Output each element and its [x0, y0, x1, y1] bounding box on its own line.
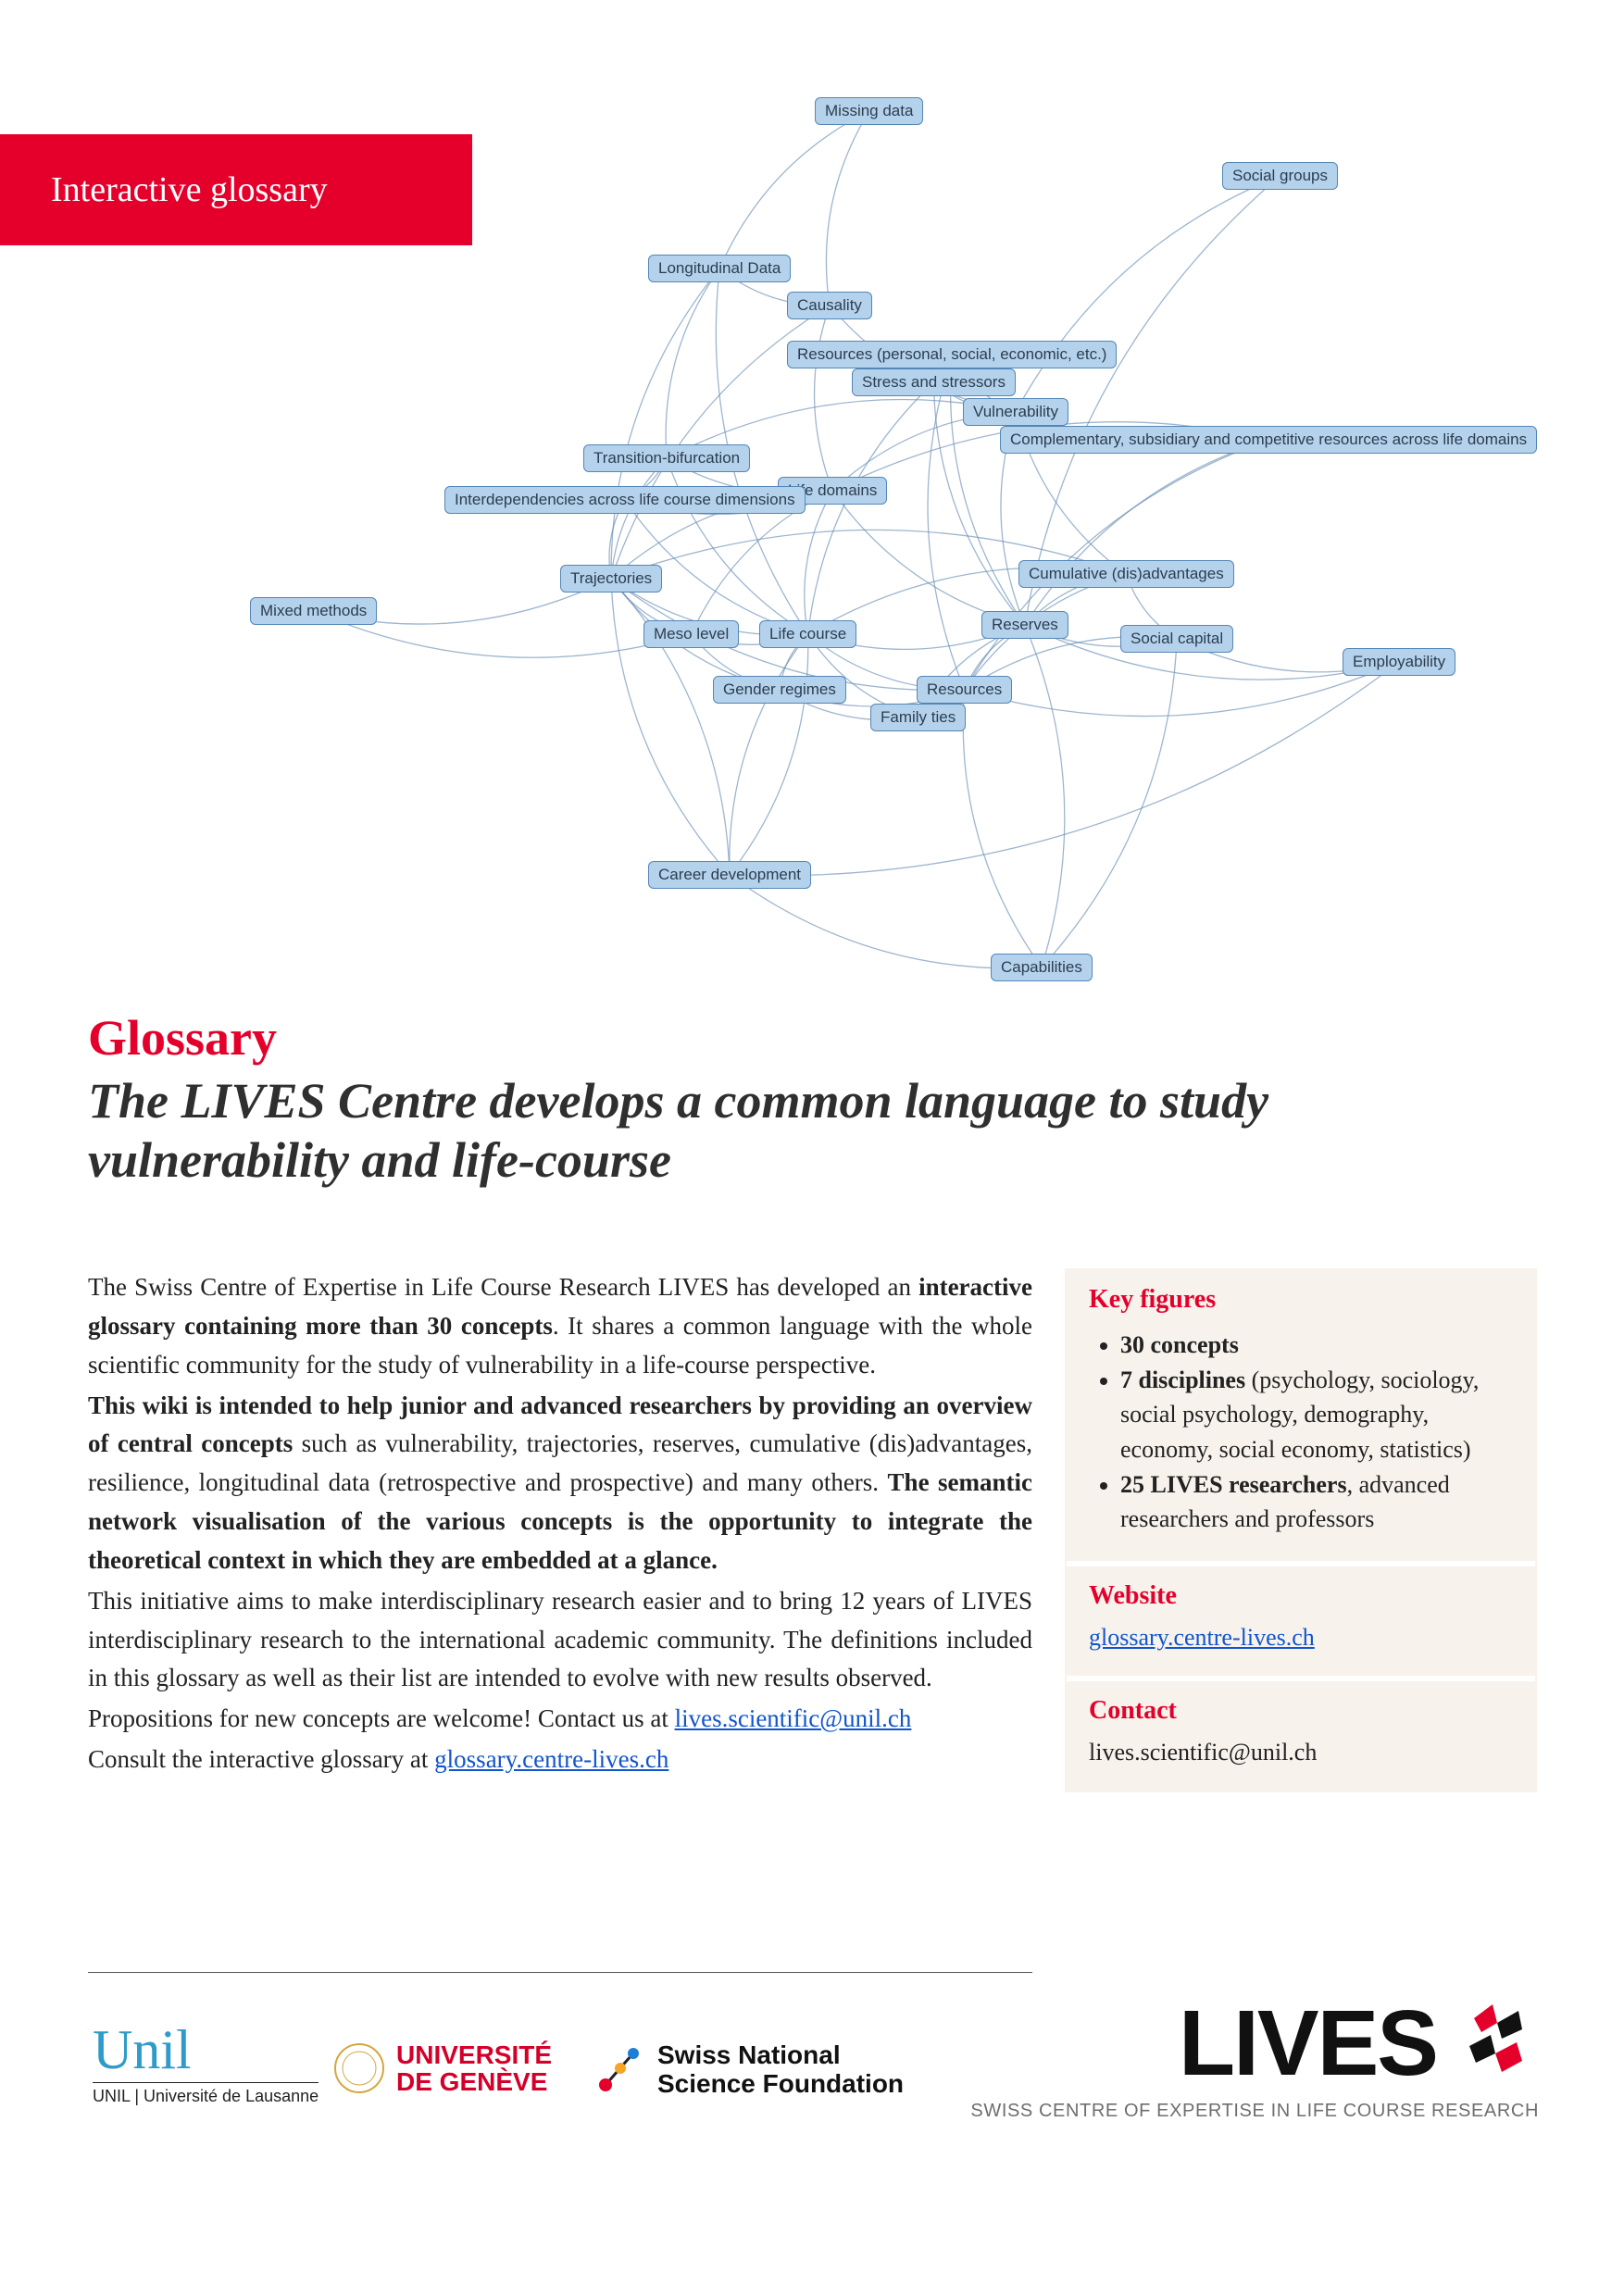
body-text: The Swiss Centre of Expertise in Life Co…: [88, 1268, 1032, 1781]
network-node: Life course: [759, 620, 856, 648]
paragraph-2: This wiki is intended to help junior and…: [88, 1387, 1032, 1580]
unil-script: Unil: [93, 2018, 319, 2082]
network-node: Capabilities: [991, 954, 1093, 981]
lives-subtitle: SWISS CENTRE OF EXPERTISE IN LIFE COURSE…: [970, 2101, 1539, 2122]
network-node: Transition-bifurcation: [583, 444, 750, 472]
list-item: 30 concepts: [1120, 1328, 1513, 1363]
network-node: Longitudinal Data: [648, 255, 791, 282]
footer-divider: [88, 1972, 1032, 1973]
lives-mark-icon: [1446, 2000, 1539, 2088]
key-figures-list: 30 concepts 7 disciplines (psychology, s…: [1089, 1328, 1513, 1537]
unige-logo: UNIVERSITÉ DE GENÈVE: [333, 2041, 552, 2096]
network-node: Reserves: [981, 611, 1068, 639]
network-node: Stress and stressors: [852, 368, 1016, 396]
network-node: Interdependencies across life course dim…: [444, 486, 806, 514]
network-node: Employability: [1343, 648, 1455, 676]
website-title: Website: [1089, 1581, 1513, 1611]
snsf-icon: [593, 2044, 644, 2096]
paragraph-3: This initiative aims to make interdiscip…: [88, 1582, 1032, 1699]
unil-logo: Unil UNIL | Université de Lausanne: [93, 2018, 319, 2106]
semantic-network-diagram: Missing data Social groups Longitudinal Da…: [241, 93, 1555, 981]
key-figures-block: Key figures 30 concepts 7 disciplines (p…: [1067, 1270, 1535, 1555]
network-node: Social capital: [1120, 625, 1233, 653]
network-node: Complementary, subsidiary and competitiv…: [1000, 426, 1537, 454]
network-node: Social groups: [1222, 162, 1338, 190]
key-figures-title: Key figures: [1089, 1285, 1513, 1315]
network-node: Resources (personal, social, economic, e…: [787, 341, 1117, 368]
sidebar: Key figures 30 concepts 7 disciplines (p…: [1065, 1268, 1537, 1792]
network-node: Trajectories: [560, 565, 662, 593]
website-block: Website glossary.centre-lives.ch: [1067, 1566, 1535, 1670]
lives-wordmark: LIVES: [1179, 1990, 1437, 2097]
glossary-link[interactable]: glossary.centre-lives.ch: [434, 1745, 668, 1773]
list-item: 25 LIVES researchers, advanced researche…: [1120, 1467, 1513, 1537]
website-link[interactable]: glossary.centre-lives.ch: [1089, 1624, 1315, 1651]
contact-block: Contact lives.scientific@unil.ch: [1067, 1681, 1535, 1785]
paragraph-5: Consult the interactive glossary at glos…: [88, 1741, 1032, 1779]
network-node: Gender regimes: [713, 676, 846, 704]
heading-title: Glossary: [88, 1009, 1532, 1067]
list-item: 7 disciplines (psychology, sociology, so…: [1120, 1363, 1513, 1467]
network-edges: [241, 93, 1555, 981]
paragraph-4: Propositions for new concepts are welcom…: [88, 1700, 1032, 1739]
network-node: Mixed methods: [250, 597, 377, 625]
network-node: Meso level: [643, 620, 739, 648]
snsf-logo: Swiss National Science Foundation: [593, 2041, 904, 2099]
network-node: Vulnerability: [963, 398, 1068, 426]
contact-email-link[interactable]: lives.scientific@unil.ch: [675, 1704, 912, 1732]
network-node: Cumulative (dis)advantages: [1018, 560, 1234, 588]
contact-title: Contact: [1089, 1696, 1513, 1726]
network-node: Missing data: [815, 97, 923, 125]
network-node: Career development: [648, 861, 811, 889]
unige-seal-icon: [333, 2042, 385, 2094]
main-heading: Glossary The LIVES Centre develops a com…: [88, 1009, 1532, 1190]
heading-subtitle: The LIVES Centre develops a common langu…: [88, 1072, 1532, 1190]
network-node: Family ties: [870, 704, 966, 731]
network-node: Causality: [787, 292, 872, 319]
network-node: Resources: [917, 676, 1012, 704]
paragraph-1: The Swiss Centre of Expertise in Life Co…: [88, 1268, 1032, 1385]
unil-subtitle: UNIL | Université de Lausanne: [93, 2082, 319, 2106]
lives-logo: LIVES SWISS CENTRE OF EXPERTISE IN LIFE …: [970, 1990, 1539, 2122]
contact-email: lives.scientific@unil.ch: [1089, 1739, 1513, 1766]
